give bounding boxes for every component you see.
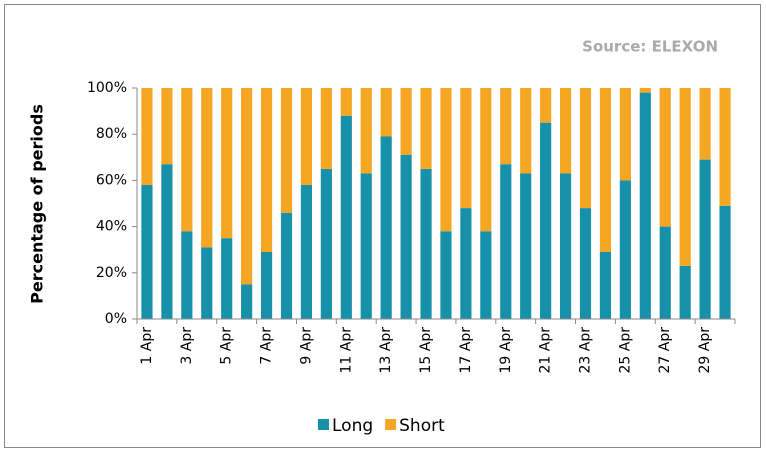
x-tick-label: 19 Apr xyxy=(498,327,514,374)
bar-segment xyxy=(559,173,572,319)
bar-segment xyxy=(360,173,372,319)
bar-segment xyxy=(719,88,731,206)
x-tick-label: 9 Apr xyxy=(298,327,314,365)
bar-segment xyxy=(659,226,671,319)
bar-segment xyxy=(520,173,532,319)
bar-segment xyxy=(699,88,711,160)
bar-segment xyxy=(639,92,651,320)
x-tick-label: 7 Apr xyxy=(259,327,275,365)
bar-segment xyxy=(500,88,512,165)
bar-segment xyxy=(380,136,392,319)
x-tick-label: 13 Apr xyxy=(378,327,394,374)
bar-segment xyxy=(141,185,153,319)
bar-segment xyxy=(599,252,612,319)
bar-segment xyxy=(201,247,213,319)
bar-segment xyxy=(440,231,452,319)
y-tick-label: 60% xyxy=(96,172,127,188)
bar-segment xyxy=(679,88,691,266)
bar-segment xyxy=(599,88,612,253)
legend-label: Long xyxy=(332,416,373,436)
bar-segment xyxy=(440,88,452,232)
bar-segment xyxy=(241,88,253,285)
x-tick-label: 15 Apr xyxy=(418,327,434,374)
bar-segment xyxy=(161,164,173,319)
bar-segment xyxy=(639,88,651,93)
bar-segment xyxy=(340,115,352,319)
bar-segment xyxy=(221,238,233,319)
bar-segment xyxy=(619,88,631,181)
bar-segment xyxy=(420,168,432,319)
bar-segment xyxy=(181,88,193,232)
bar-segment xyxy=(420,88,432,169)
x-tick-label: 23 Apr xyxy=(578,327,594,374)
bar-segment xyxy=(161,88,173,165)
bar-segment xyxy=(300,88,313,186)
bar-segment xyxy=(520,88,532,174)
bar-segment xyxy=(719,205,731,319)
legend: Long Short xyxy=(318,416,445,436)
bar-segment xyxy=(260,252,273,319)
bar-segment xyxy=(460,88,472,209)
bar-segment xyxy=(260,88,273,253)
bar-segment xyxy=(619,180,631,319)
bar-segment xyxy=(241,284,253,319)
y-tick-label: 20% xyxy=(96,265,127,281)
y-tick-label: 40% xyxy=(96,219,127,235)
x-tick-label: 1 Apr xyxy=(139,327,155,365)
bar-segment xyxy=(659,88,671,227)
bar-segment xyxy=(579,208,592,319)
source: Source: ELEXON xyxy=(582,38,718,56)
bar-segment xyxy=(400,88,412,155)
bar-segment xyxy=(380,88,392,137)
bar-segment xyxy=(400,154,412,319)
x-tick-label: 5 Apr xyxy=(219,327,235,365)
bar-segment xyxy=(280,212,293,319)
bar-segment xyxy=(579,88,592,209)
bar-segment xyxy=(141,88,153,186)
bar-segment xyxy=(699,159,711,319)
x-tick-label: 29 Apr xyxy=(697,327,713,374)
bar-segment xyxy=(300,185,313,319)
x-tick-label: 27 Apr xyxy=(657,327,673,374)
x-tick-label: 21 Apr xyxy=(538,327,554,374)
bar-segment xyxy=(320,88,332,169)
bar-segment xyxy=(559,88,572,174)
y-tick-label: 0% xyxy=(105,311,127,327)
y-tick-label: 100% xyxy=(87,80,127,96)
legend-swatch xyxy=(385,419,397,430)
x-tick-label: 11 Apr xyxy=(338,327,354,374)
bar-segment xyxy=(540,122,552,320)
bar-segment xyxy=(460,208,472,319)
bar-segment xyxy=(679,265,691,319)
bar-segment xyxy=(280,88,293,213)
x-tick-label: 17 Apr xyxy=(458,327,474,374)
bar-segment xyxy=(181,231,193,319)
bar-segment xyxy=(540,88,552,123)
bar-segment xyxy=(221,88,233,239)
legend-swatch xyxy=(318,419,329,430)
x-tick-label: 3 Apr xyxy=(179,327,195,365)
bar-segment xyxy=(320,168,332,319)
y-tick-label: 80% xyxy=(96,126,127,142)
legend-label: Short xyxy=(399,416,445,436)
bar-segment xyxy=(480,231,492,319)
bar-segment xyxy=(360,88,372,174)
x-tick-label: 25 Apr xyxy=(617,327,633,374)
bar-segment xyxy=(201,88,213,248)
y-axis-title: Percentage of periods xyxy=(28,104,47,304)
bar-segment xyxy=(480,88,492,232)
bar-segment xyxy=(340,88,352,116)
bar-segment xyxy=(500,164,512,319)
